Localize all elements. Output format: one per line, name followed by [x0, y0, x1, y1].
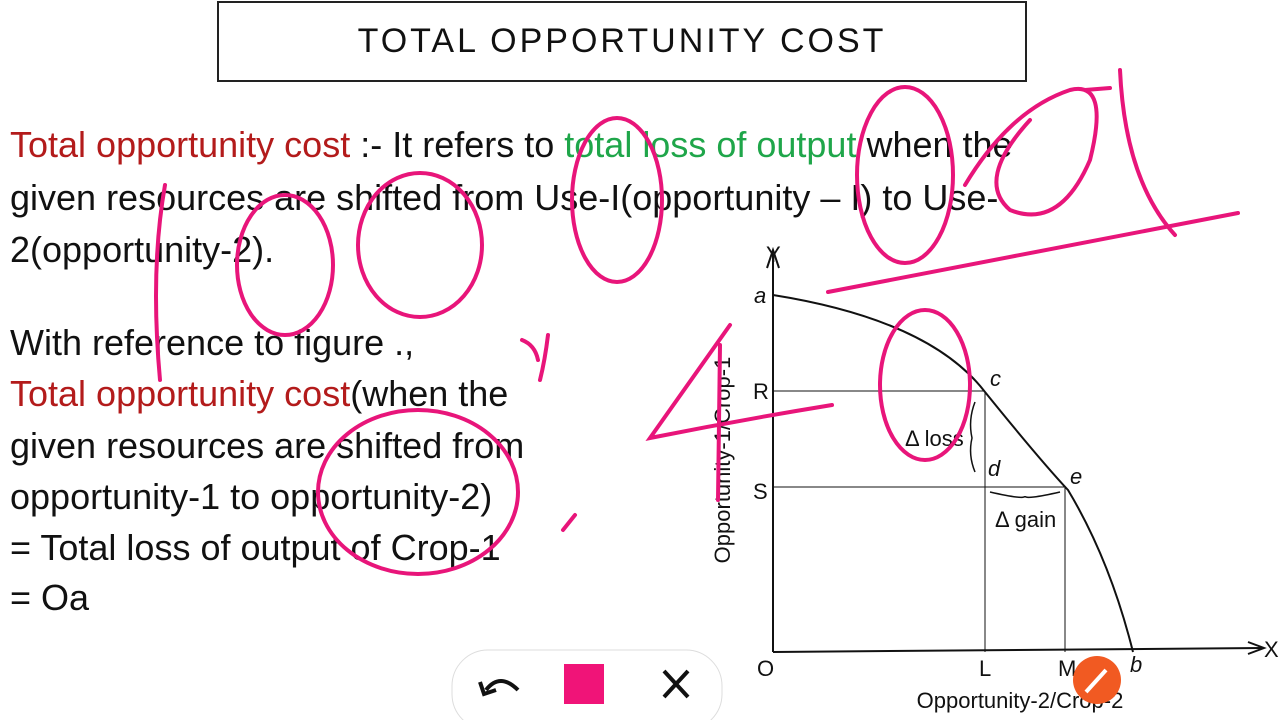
ink: [878, 308, 972, 462]
ink: [561, 513, 577, 532]
point-label: c: [990, 366, 1001, 391]
undo-button[interactable]: [478, 679, 520, 697]
axis-label: Y: [766, 242, 781, 267]
ink: [855, 85, 955, 265]
term: Total opportunity cost: [10, 373, 351, 414]
x-axis: [772, 647, 1263, 653]
point-label: O: [757, 656, 774, 681]
brace: [969, 401, 976, 473]
point-label: e: [1070, 464, 1082, 489]
ink: [235, 193, 335, 337]
highlight: total loss of output: [564, 124, 857, 165]
close-button[interactable]: [662, 669, 690, 699]
point-label: S: [753, 479, 768, 504]
axis-label: X: [1264, 637, 1279, 662]
ink: [570, 116, 664, 284]
text: (when the: [350, 373, 509, 414]
loss-label: Δ loss: [905, 426, 964, 451]
ink: [963, 68, 1177, 237]
point-label: a: [754, 283, 766, 308]
ppc-curve: [772, 294, 1134, 653]
icon: [1084, 668, 1108, 694]
color-button[interactable]: [564, 664, 604, 704]
text-line: given resources are shifted from: [10, 425, 525, 466]
text-line: With reference to figure .,: [10, 322, 415, 363]
drawing-toolbar: [451, 649, 1121, 720]
text-line: Total opportunity cost :- It refers to t…: [10, 124, 1013, 166]
text-line: 2(opportunity-2).: [10, 229, 275, 270]
point-label: d: [988, 456, 1001, 481]
y-title: Opportunity-1/Crop-1: [710, 357, 735, 564]
arrow: [1247, 641, 1267, 655]
point-label: M: [1058, 656, 1076, 681]
gain-label: Δ gain: [995, 507, 1056, 532]
text: when the: [856, 124, 1013, 165]
brace: [989, 491, 1061, 499]
text: :- It refers to: [350, 124, 565, 165]
point-label: L: [979, 656, 991, 681]
term: Total opportunity cost: [10, 124, 351, 165]
ink: [356, 171, 484, 319]
text-line: = Oa: [10, 577, 90, 618]
point-label: R: [753, 379, 769, 404]
text-line: given resources are shifted from Use-I(o…: [10, 177, 999, 218]
text-line: Total opportunity cost(when the: [10, 373, 508, 415]
text-line: = Total loss of output of Crop-1: [10, 527, 501, 568]
ink-annotations: [154, 68, 1240, 576]
ink: [154, 183, 167, 382]
arrow: [766, 246, 780, 269]
ink: [520, 333, 550, 382]
slide-title: TOTAL OPPORTUNITY COST: [217, 1, 1027, 82]
ppc-figure: [766, 246, 1267, 655]
ink: [645, 323, 834, 502]
text-line: opportunity-1 to opportunity-2): [10, 476, 493, 517]
ink: [826, 211, 1240, 294]
ink: [316, 408, 520, 576]
point-label: b: [1130, 652, 1142, 677]
